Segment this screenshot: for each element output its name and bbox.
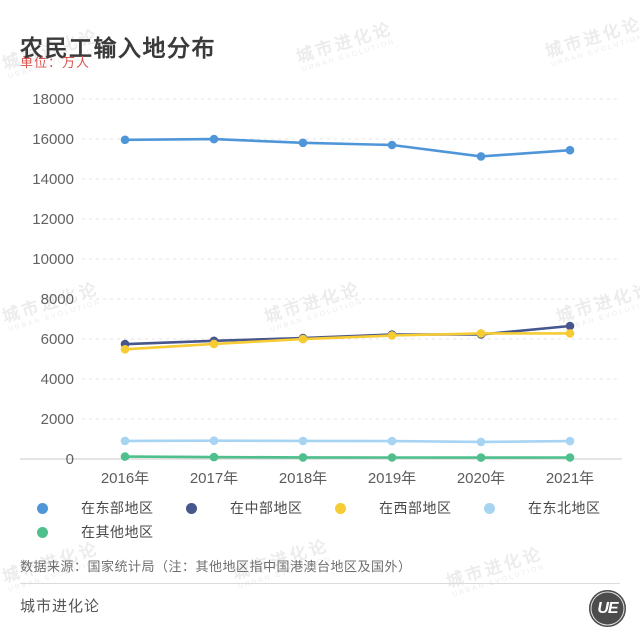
data-point: [209, 339, 219, 349]
data-point: [387, 331, 397, 340]
legend-label: 在中部地区: [230, 500, 303, 516]
data-point: [209, 134, 219, 144]
legend-label: 在其他地区: [81, 524, 154, 540]
data-point: [565, 145, 575, 155]
x-tick-label: 2016年: [101, 470, 149, 487]
y-tick-label: 12000: [32, 211, 74, 228]
data-point: [476, 453, 486, 462]
data-point: [298, 138, 308, 148]
y-tick-label: 2000: [41, 411, 74, 428]
x-tick-label: 2018年: [279, 470, 327, 487]
series-line: [123, 137, 572, 158]
x-tick-label: 2021年: [546, 470, 594, 487]
data-point: [298, 334, 308, 344]
legend-item: 在东北地区: [475, 496, 624, 520]
brand-logo-icon: UE: [589, 590, 626, 627]
data-point: [209, 436, 219, 446]
legend-item: 在其他地区: [28, 520, 177, 544]
legend-item: 在东部地区: [28, 496, 177, 520]
data-point: [209, 452, 219, 462]
data-point: [565, 453, 575, 462]
x-tick-label: 2020年: [457, 470, 505, 487]
legend-label: 在东北地区: [528, 500, 601, 516]
data-point: [120, 135, 130, 145]
data-point: [565, 321, 575, 331]
data-point: [120, 345, 130, 354]
y-tick-label: 6000: [41, 331, 74, 348]
legend-label: 在西部地区: [379, 500, 452, 516]
legend-dot-icon: [37, 526, 48, 538]
x-tick-label: 2017年: [190, 470, 238, 487]
y-tick-label: 18000: [32, 91, 74, 108]
data-point: [476, 437, 486, 447]
data-point: [476, 329, 486, 338]
data-point: [565, 436, 575, 446]
data-point: [120, 436, 130, 446]
legend-dot-icon: [484, 502, 495, 514]
series-line: [123, 324, 572, 346]
data-point: [298, 453, 308, 462]
brand-logo-text: UE: [597, 599, 618, 617]
chart-legend: 在东部地区 在中部地区 在西部地区 在东北地区在其他地区: [28, 496, 628, 544]
data-point: [476, 152, 486, 161]
unit-label: 单位：万人: [20, 55, 91, 70]
data-point: [387, 453, 397, 462]
brand-name: 城市进化论: [20, 598, 101, 615]
footer-divider: [20, 583, 620, 584]
x-tick-label: 2019年: [368, 470, 416, 487]
y-tick-label: 4000: [41, 371, 74, 388]
y-tick-label: 0: [66, 451, 74, 468]
legend-dot-icon: [186, 502, 197, 514]
data-point: [387, 140, 397, 150]
series-line: [123, 455, 572, 459]
legend-dot-icon: [37, 502, 48, 514]
data-point: [565, 329, 575, 338]
series-line: [123, 439, 572, 444]
y-tick-label: 14000: [32, 171, 74, 188]
y-tick-label: 10000: [32, 251, 74, 268]
page-title: 农民工输入地分布: [20, 35, 216, 62]
legend-label: 在东部地区: [81, 500, 154, 516]
data-point: [120, 452, 130, 461]
legend-item: 在西部地区: [326, 496, 475, 520]
y-tick-label: 8000: [41, 291, 74, 308]
legend-dot-icon: [335, 502, 346, 514]
legend-item: 在中部地区: [177, 496, 326, 520]
series-line: [123, 332, 572, 351]
source-note: 数据来源：国家统计局（注：其他地区指中国港澳台地区及国外）: [20, 559, 412, 574]
y-tick-label: 16000: [32, 131, 74, 148]
data-point: [298, 436, 308, 446]
data-point: [387, 436, 397, 446]
